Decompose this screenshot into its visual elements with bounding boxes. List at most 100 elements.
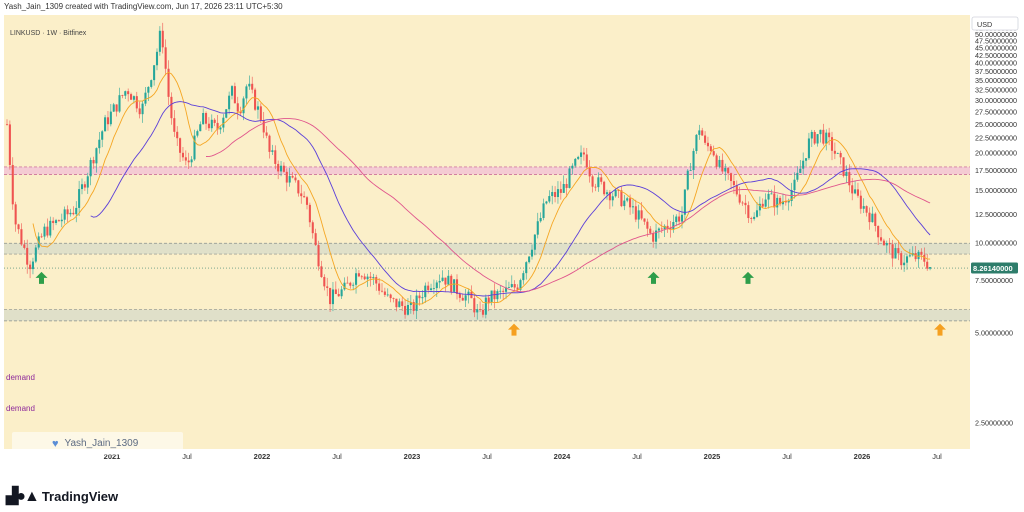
time-axis-tick: Jul: [932, 452, 942, 461]
candle-body: [770, 193, 773, 195]
candle-body: [862, 206, 865, 209]
candle-body: [161, 30, 164, 48]
candle-body: [467, 291, 470, 296]
candle-body: [179, 138, 182, 153]
candle-body: [380, 290, 384, 292]
price-axis-tick: 2.50000000: [975, 419, 1013, 428]
candle-body: [265, 132, 268, 136]
candle-body: [891, 244, 894, 259]
candle-body: [554, 192, 557, 198]
candle-body: [210, 119, 213, 129]
candle-body: [686, 170, 689, 190]
candle-body: [98, 139, 101, 149]
candle-body: [908, 255, 911, 257]
candle-body: [17, 224, 20, 230]
candle-body: [216, 122, 219, 130]
candle-body: [773, 193, 776, 208]
candle-body: [787, 200, 790, 203]
candle-body: [695, 134, 698, 151]
candle-body: [496, 291, 499, 300]
candle-body: [894, 248, 897, 259]
candle-body: [839, 152, 842, 158]
candle-body: [692, 150, 695, 171]
candle-body: [597, 177, 600, 188]
candle-body: [600, 177, 603, 182]
candle-body: [233, 86, 236, 104]
candle-body: [196, 131, 199, 136]
current-price-label: 8.26140000: [973, 264, 1013, 273]
zones-layer: [4, 166, 970, 322]
candle-body: [859, 195, 862, 209]
candle-body: [219, 127, 222, 130]
candle-body: [49, 220, 52, 236]
candle-body: [153, 65, 156, 81]
candle-body: [611, 196, 614, 201]
candle-body: [799, 168, 802, 173]
candle-body: [689, 170, 692, 171]
candle-body: [453, 279, 456, 292]
price-axis-tick: 22.50000000: [975, 133, 1017, 142]
candle-body: [415, 295, 418, 311]
candle-body: [885, 243, 888, 246]
candle-body: [487, 297, 490, 303]
candle-body: [755, 210, 759, 217]
candle-body: [458, 293, 461, 298]
candle-body: [398, 301, 401, 308]
candle-body: [101, 131, 104, 140]
candle-body: [565, 184, 568, 188]
candle-body: [167, 68, 170, 97]
candle-body: [629, 198, 632, 208]
price-chart[interactable]: 52.5000000050.0000000047.5000000045.0000…: [0, 13, 1024, 480]
up-arrow-icon: [934, 323, 946, 336]
candle-body: [545, 201, 548, 204]
candle-body: [355, 273, 358, 285]
candle-body: [882, 240, 885, 246]
price-axis-tick: 25.00000000: [975, 120, 1017, 129]
candle-body: [833, 150, 836, 154]
candle-body: [868, 212, 871, 223]
candle-body: [490, 290, 493, 303]
candle-body: [106, 117, 109, 125]
candle-body: [513, 284, 516, 288]
time-axis-tick: 2026: [854, 452, 871, 461]
candle-body: [340, 289, 343, 297]
candle-body: [288, 176, 291, 183]
candle-body: [86, 176, 89, 188]
price-axis[interactable]: 52.5000000050.0000000047.5000000045.0000…: [970, 13, 1024, 480]
time-axis-tick: Jul: [482, 452, 492, 461]
candle-body: [343, 282, 346, 290]
candle-body: [830, 137, 834, 151]
candle-body: [46, 226, 49, 236]
candle-body: [375, 277, 378, 284]
candle-body: [917, 251, 920, 260]
time-axis-tick: 2025: [704, 452, 721, 461]
candle-body: [640, 210, 643, 219]
watermark-text: Yash_Jain_1309: [64, 438, 139, 449]
currency-button[interactable]: USD: [971, 16, 1019, 31]
candle-body: [337, 294, 340, 297]
candle-body: [280, 165, 283, 172]
time-axis[interactable]: 2021 Jul 2022 Jul 2023 Jul 2024 Jul 2025 Jul 2026 J…: [0, 449, 970, 480]
candle-body: [271, 150, 274, 152]
candle-body: [150, 80, 153, 87]
candle-body: [816, 134, 819, 144]
candle-body: [764, 199, 767, 207]
candle-body: [256, 106, 259, 110]
candle-body: [519, 280, 522, 290]
candle-body: [23, 244, 26, 248]
candle-body: [259, 106, 262, 121]
candle-body: [248, 83, 251, 87]
candle-body: [738, 194, 741, 203]
candle-body: [438, 280, 441, 283]
candle-body: [184, 157, 187, 161]
time-axis-tick: Jul: [632, 452, 642, 461]
candle-body: [767, 193, 770, 200]
tradingview-logo[interactable]: ▟●▲ TradingView: [6, 486, 118, 506]
candle-body: [52, 220, 55, 224]
candle-body: [277, 163, 280, 172]
candle-body: [254, 89, 257, 110]
candle-body: [404, 305, 407, 315]
candle-body: [810, 131, 813, 139]
candle-body: [89, 159, 92, 177]
candle-body: [124, 91, 127, 96]
